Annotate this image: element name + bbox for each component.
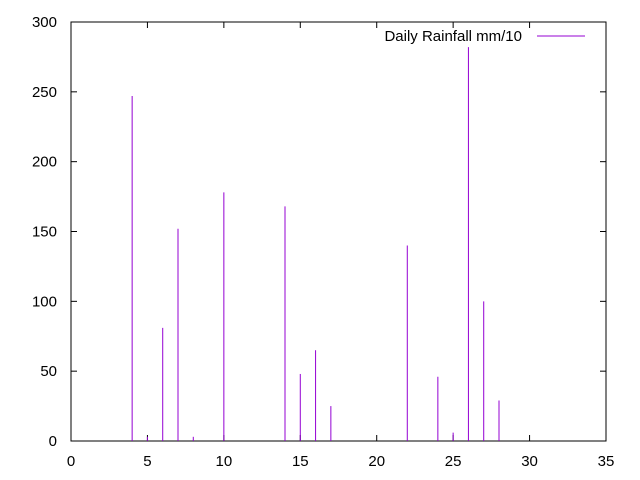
x-axis: 0 5 10 15 20 25 30 35 bbox=[67, 22, 615, 470]
y-axis: 0 50 100 150 200 250 300 bbox=[32, 14, 606, 450]
plot-frame bbox=[70, 21, 607, 442]
y-tick-label: 150 bbox=[32, 224, 57, 241]
x-tick-label: 35 bbox=[598, 453, 615, 470]
y-tick-label: 250 bbox=[32, 84, 57, 101]
legend-label: Daily Rainfall mm/10 bbox=[384, 28, 522, 45]
legend: Daily Rainfall mm/10 bbox=[384, 28, 585, 45]
series-impulses bbox=[131, 47, 500, 441]
x-tick-label: 10 bbox=[216, 453, 233, 470]
y-tick-label: 0 bbox=[49, 433, 57, 450]
x-tick-label: 15 bbox=[292, 453, 309, 470]
y-tick-label: 100 bbox=[32, 293, 57, 310]
x-tick-label: 5 bbox=[143, 453, 151, 470]
x-tick-label: 0 bbox=[67, 453, 75, 470]
y-tick-label: 200 bbox=[32, 154, 57, 171]
x-tick-label: 30 bbox=[521, 453, 538, 470]
y-tick-label: 50 bbox=[40, 363, 57, 380]
y-tick-label: 300 bbox=[32, 14, 57, 31]
x-tick-label: 20 bbox=[368, 453, 385, 470]
x-tick-label: 25 bbox=[445, 453, 462, 470]
